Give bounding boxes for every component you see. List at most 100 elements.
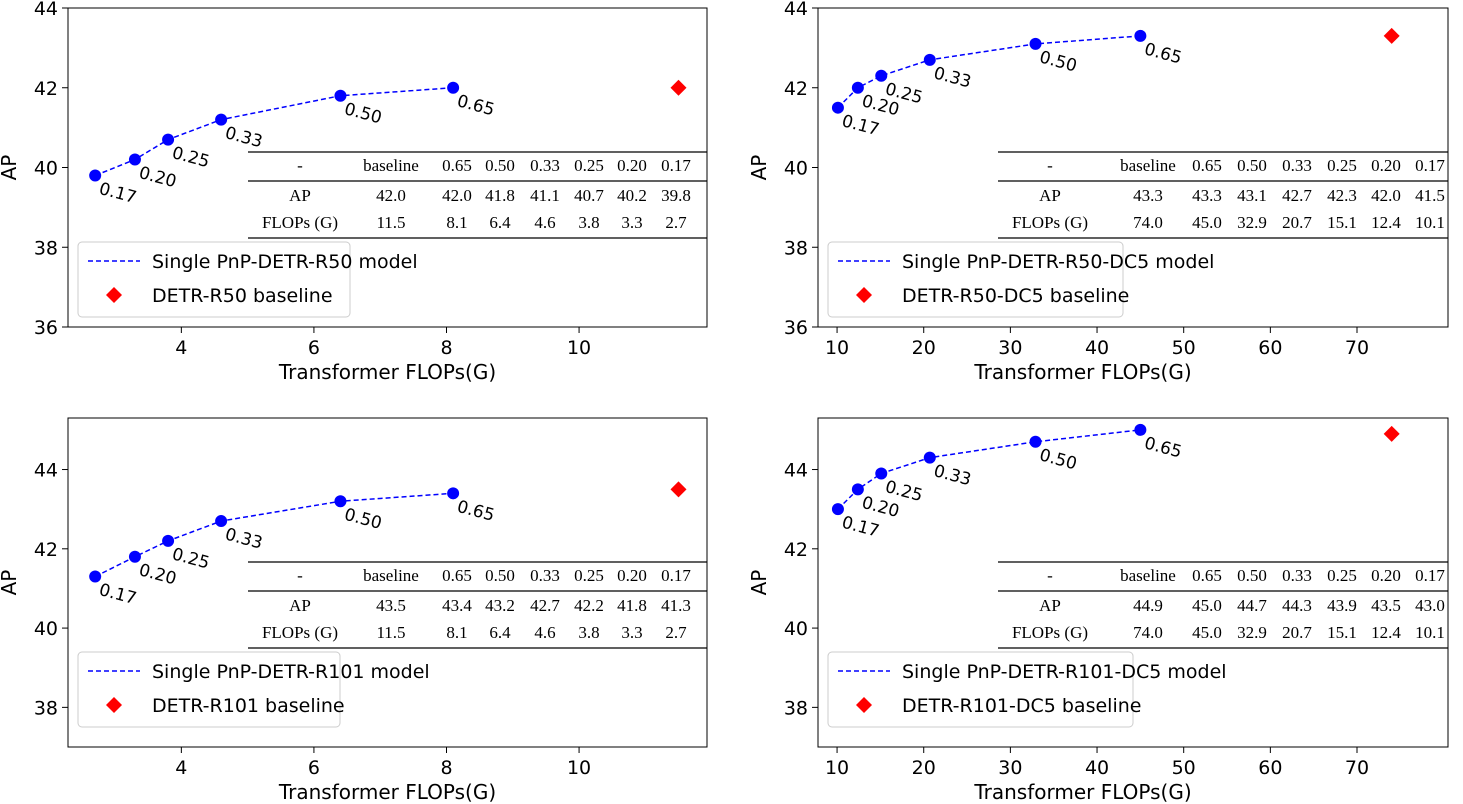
point-label: 0.25 (170, 143, 212, 172)
x-tick-label: 50 (1172, 337, 1196, 359)
x-tick-label: 8 (440, 757, 452, 779)
y-tick-label: 44 (784, 0, 808, 20)
table-cell: FLOPs (G) (1012, 213, 1088, 232)
point-label: 0.50 (1037, 47, 1079, 76)
y-tick-label: 38 (34, 237, 58, 259)
table-cell: 43.3 (1192, 186, 1222, 205)
x-tick-label: 6 (308, 337, 320, 359)
point-label: 0.17 (840, 513, 882, 542)
data-point (89, 169, 102, 182)
table-cell: AP (289, 186, 311, 205)
data-point (162, 534, 175, 547)
table-cell: 39.8 (661, 186, 691, 205)
legend-baseline-label: DETR-R101 baseline (152, 695, 345, 717)
table-cell: 42.0 (1371, 186, 1401, 205)
y-tick-label: 40 (34, 618, 58, 640)
table-cell: 44.9 (1133, 596, 1163, 615)
series-line (94, 87, 454, 177)
data-point (875, 467, 888, 480)
subplot-4: 10 20 30 40 50 60 70 38 40 42 44 Transformer FLOPs(… (747, 417, 1449, 804)
data-point (334, 89, 347, 102)
data-point (831, 101, 844, 114)
legend (77, 651, 341, 728)
data-point (923, 53, 936, 66)
point-label: 0.17 (97, 580, 139, 609)
table-header-cell: 0.20 (617, 156, 647, 175)
x-axis-label: Transformer FLOPs(G) (278, 780, 496, 804)
table-cell: 4.6 (534, 623, 555, 642)
x-axis-label: Transformer FLOPs(G) (973, 780, 1191, 804)
data-point (89, 570, 102, 583)
table-cell: 42.3 (1327, 186, 1357, 205)
y-tick-label: 40 (34, 158, 58, 180)
table-cell: 43.9 (1327, 596, 1357, 615)
x-tick-label: 60 (1258, 337, 1282, 359)
table-header-cell: 0.50 (485, 566, 515, 585)
x-tick-label: 10 (825, 337, 849, 359)
table-cell: 20.7 (1282, 623, 1312, 642)
axes-frame (67, 417, 708, 748)
table-cell: 41.8 (485, 186, 515, 205)
table-header-cell: baseline (1120, 566, 1176, 585)
table-header-cell: - (297, 156, 303, 175)
data-point (447, 487, 460, 500)
data-point (831, 503, 844, 516)
table-cell: 2.7 (665, 213, 687, 232)
table-header-cell: 0.65 (1192, 566, 1222, 585)
x-tick-label: 30 (998, 337, 1022, 359)
y-tick-label: 36 (34, 317, 58, 339)
point-label: 0.50 (342, 99, 384, 128)
table-cell: 8.1 (446, 213, 467, 232)
data-point (1134, 29, 1147, 42)
y-tick-label: 38 (784, 237, 808, 259)
table-cell: 43.5 (376, 596, 406, 615)
x-tick-label: 4 (175, 337, 187, 359)
y-axis-label: AP (0, 570, 21, 596)
y-tick-label: 42 (34, 539, 58, 561)
x-axis-label: Transformer FLOPs(G) (278, 360, 496, 384)
data-point (215, 113, 228, 126)
table-cell: 15.1 (1327, 213, 1357, 232)
table-header-cell: 0.17 (661, 566, 691, 585)
table-cell: AP (1039, 186, 1061, 205)
legend-baseline-label: DETR-R50 baseline (152, 285, 333, 307)
point-label: 0.33 (223, 123, 265, 152)
legend-diamond-icon (856, 697, 872, 713)
table-header-cell: 0.65 (442, 156, 472, 175)
table-cell: 74.0 (1133, 213, 1163, 232)
legend (77, 241, 351, 318)
data-point (923, 451, 936, 464)
table-cell: AP (1039, 596, 1061, 615)
x-tick-label: 70 (1345, 337, 1369, 359)
table-cell: 2.7 (665, 623, 687, 642)
data-point (447, 81, 460, 94)
axes-frame (817, 417, 1449, 748)
table-header-cell: 0.33 (530, 156, 560, 175)
table-header-cell: 0.20 (617, 566, 647, 585)
table-header-cell: 0.33 (1282, 566, 1312, 585)
table-cell: AP (289, 596, 311, 615)
y-tick-label: 38 (34, 697, 58, 719)
point-label: 0.50 (1037, 445, 1079, 474)
table-cell: 42.7 (530, 596, 560, 615)
table-cell: 15.1 (1327, 623, 1357, 642)
data-point (334, 495, 347, 508)
table-cell: 10.1 (1415, 213, 1445, 232)
table-cell: 41.3 (661, 596, 691, 615)
table-header-cell: 0.50 (485, 156, 515, 175)
legend-diamond-icon (106, 697, 122, 713)
subplot-1: 4 6 8 10 36 38 40 42 44 Transformer FLOPs(G) AP - AP… (0, 0, 708, 384)
table-header-cell: 0.17 (661, 156, 691, 175)
y-tick-label: 36 (784, 317, 808, 339)
legend (827, 241, 1124, 318)
y-tick-label: 42 (34, 78, 58, 100)
x-tick-label: 50 (1172, 757, 1196, 779)
data-point (128, 153, 141, 166)
table-header-cell: - (1047, 566, 1053, 585)
table-cell: 40.7 (574, 186, 604, 205)
table-cell: 6.4 (489, 213, 511, 232)
table-cell: 32.9 (1237, 623, 1267, 642)
table-header-cell: - (297, 566, 303, 585)
point-label: 0.65 (1142, 433, 1184, 462)
